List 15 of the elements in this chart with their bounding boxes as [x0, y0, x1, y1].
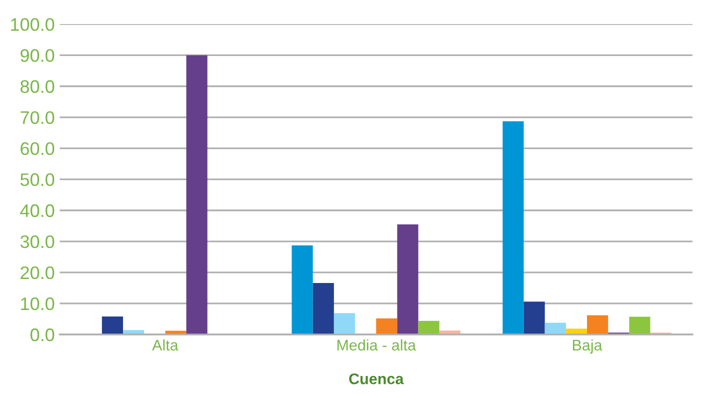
- y-tick-label: 60.0: [20, 142, 54, 156]
- y-tick-label: 80.0: [20, 80, 54, 93]
- y-tick-label: 90.0: [20, 49, 54, 62]
- x-tick-label: Baja: [572, 339, 602, 354]
- y-tick-label: 100.0: [11, 18, 54, 31]
- y-tick-label: 20.0: [20, 266, 54, 280]
- x-tick-label: Media - alta: [337, 339, 416, 351]
- y-tick-label: 70.0: [20, 111, 54, 124]
- x-tick-label: Alta: [152, 339, 178, 351]
- y-tick-label: 0.0: [30, 328, 54, 342]
- x-axis-title: Cuenca: [349, 373, 404, 384]
- y-tick-label: 10.0: [21, 297, 54, 310]
- y-tick-label: 30.0: [20, 235, 54, 248]
- y-tick-label: 50.0: [20, 173, 54, 186]
- y-tick-label: 40.0: [20, 204, 54, 218]
